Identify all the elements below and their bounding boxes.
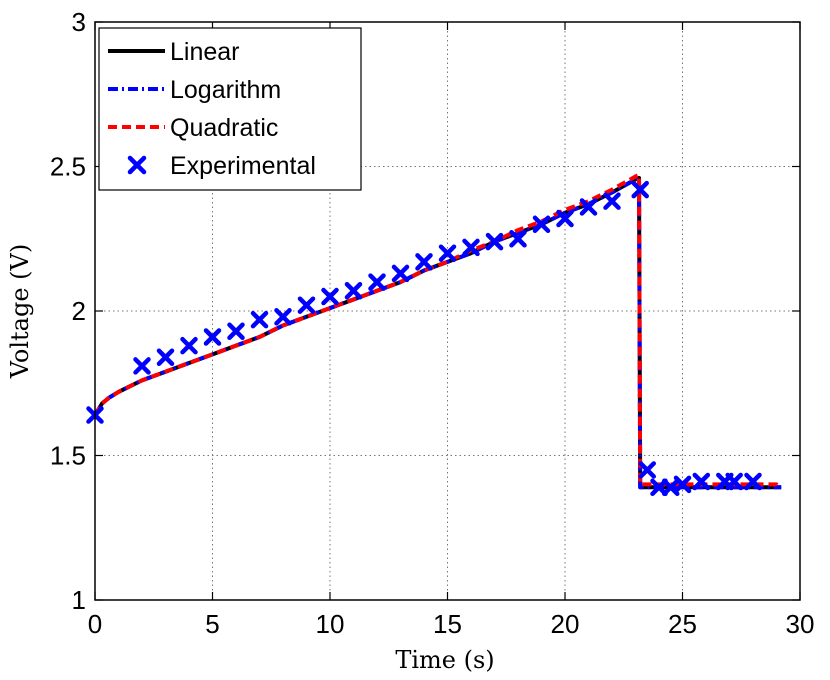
legend-label-linear: Linear: [170, 38, 240, 66]
experimental-point: [485, 232, 504, 251]
x-tick-label: 30: [786, 609, 815, 639]
experimental-point: [203, 328, 222, 346]
marker-stroke: [391, 264, 410, 283]
tick-labels: 0 5 10 15 20 25 30 1 1.5 2 2.5 3: [50, 7, 815, 639]
marker-stroke: [462, 238, 480, 257]
y-tick-label: 3: [72, 7, 86, 37]
experimental-point: [744, 472, 762, 491]
legend-label-quadratic: Quadratic: [170, 114, 278, 142]
marker-stroke: [603, 192, 621, 210]
experimental-point: [673, 475, 692, 494]
y-tick-label: 1: [72, 585, 86, 615]
marker-stroke: [509, 230, 527, 248]
marker-stroke: [673, 475, 692, 494]
y-tick-label: 2.5: [50, 152, 86, 182]
experimental-point: [462, 238, 480, 257]
marker-stroke: [180, 336, 198, 355]
y-tick-label: 2: [72, 296, 86, 326]
experimental-point: [344, 282, 363, 300]
experimental-point: [579, 198, 598, 216]
x-tick-label: 5: [205, 609, 219, 639]
marker-stroke: [662, 478, 680, 497]
experimental-point: [156, 348, 175, 366]
marker-stroke: [250, 310, 269, 329]
marker-stroke: [274, 308, 292, 326]
x-tick-label: 10: [316, 609, 345, 639]
marker-stroke: [556, 209, 574, 228]
marker-stroke: [638, 461, 656, 479]
experimental-point: [274, 308, 292, 326]
marker-stroke: [631, 180, 649, 199]
experimental-point: [133, 357, 151, 375]
experimental-point: [509, 230, 527, 248]
y-tick-label: 1.5: [50, 441, 86, 471]
marker-stroke: [203, 328, 222, 346]
marker-stroke: [744, 472, 762, 491]
marker-stroke: [438, 244, 457, 262]
experimental-point: [603, 192, 621, 210]
logarithm-line: [93, 176, 782, 490]
x-tick-label: 20: [551, 609, 580, 639]
y-axis-label: Voltage (V): [6, 244, 34, 379]
experimental-point: [725, 472, 743, 491]
marker-stroke: [579, 198, 598, 216]
marker-stroke: [485, 232, 504, 251]
marker-stroke: [415, 253, 433, 271]
marker-stroke: [297, 296, 316, 314]
experimental-point: [692, 472, 711, 491]
experimental-point: [415, 253, 433, 271]
experimental-point: [250, 310, 269, 329]
experimental-point: [631, 180, 649, 199]
x-tick-label: 15: [433, 609, 462, 639]
marker-stroke: [127, 155, 147, 175]
experimental-point: [391, 264, 410, 283]
marker-stroke: [725, 472, 743, 491]
marker-stroke: [692, 472, 711, 491]
experimental-point: [556, 209, 574, 228]
legend-box: [98, 27, 362, 191]
marker-stroke: [156, 348, 175, 366]
grid: [95, 22, 800, 600]
marker-stroke: [321, 287, 339, 306]
experimental-point: [227, 322, 245, 340]
marker-stroke: [227, 322, 245, 340]
x-tick-label: 0: [88, 609, 102, 639]
experimental-point: [297, 296, 316, 314]
experimental-point: [321, 287, 339, 306]
experimental-point: [438, 244, 457, 262]
legend-marker-experimental: [127, 155, 147, 175]
x-tick-label: 25: [668, 609, 697, 639]
experimental-point: [368, 273, 386, 291]
marker-stroke: [368, 273, 386, 291]
marker-stroke: [133, 357, 151, 375]
experimental-point: [638, 461, 656, 479]
marker-stroke: [532, 215, 551, 234]
legend-label-logarithm: Logarithm: [170, 76, 281, 104]
legend-label-experimental: Experimental: [170, 152, 316, 180]
marker-stroke: [344, 282, 363, 300]
experimental-point: [532, 215, 551, 234]
experimental-point: [180, 336, 198, 355]
legend: Linear Logarithm Quadratic Experimental: [98, 27, 362, 191]
x-axis-label: Time (s): [395, 646, 494, 674]
